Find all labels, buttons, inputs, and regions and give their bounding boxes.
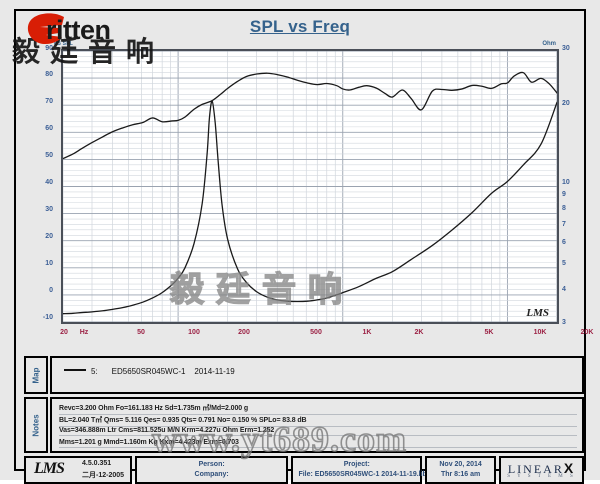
x-tick: 5K [484, 329, 494, 336]
file-label: File: ED5650SR045WC-1 2014-11-19.lib [298, 471, 427, 478]
page-title: SPL vs Freq [249, 17, 351, 36]
lms-logo: LMS [34, 460, 65, 477]
x-tick: 20 [60, 329, 68, 336]
report-frame: ritten SPL vs Freq dB SPL Ohm 90 80 70 6… [14, 9, 594, 484]
y-left-tick: 50 [45, 152, 53, 159]
y-left-tick: 80 [45, 71, 53, 78]
x-tick: 20K [580, 329, 594, 336]
brand-name: LINEAR [507, 462, 564, 476]
x-tick: 10K [533, 329, 547, 336]
report-time: Thr 8:16 am [440, 471, 481, 478]
plot-canvas: LMS [61, 49, 559, 324]
x-tick: 100 [188, 329, 200, 336]
y-axis-left-label: dB SPL [54, 41, 73, 47]
notes-line: BL=2.040 T㎡ Qms= 5.116 Qes= 0.935 Qts= 0… [59, 415, 577, 427]
y-right-tick: 9 [562, 191, 566, 198]
y-right-tick: 7 [562, 221, 566, 228]
y-right-tick: 6 [562, 239, 566, 246]
y-right-tick: 4 [562, 286, 566, 293]
x-tick: 500 [310, 329, 322, 336]
linearx-logo: LINEARX [501, 460, 582, 477]
y-left-tick: 10 [45, 260, 53, 267]
person-label: Person: [198, 461, 225, 468]
y-right-tick: 8 [562, 205, 566, 212]
map-row-label: Map [24, 356, 48, 394]
y-left-tick: 30 [45, 206, 53, 213]
notes-line: Vas=346.888m Ltr Cms=811.525u M/N Krm=4.… [59, 427, 577, 436]
project-label: Project: [343, 461, 370, 468]
x-tick: 1K [362, 329, 372, 336]
chart-svg [63, 51, 557, 322]
y-left-tick: 70 [45, 98, 53, 105]
notes-row-label: Notes [24, 397, 48, 453]
app-build-date: 二月-12-2005 [82, 472, 125, 479]
y-left-tick: 90 [45, 45, 53, 52]
x-tick: 2K [414, 329, 424, 336]
app-version: 4.5.0.351 [82, 460, 112, 467]
x-tick: 200 [238, 329, 250, 336]
chart-area: dB SPL Ohm 90 80 70 60 50 40 30 20 10 0 … [22, 39, 594, 349]
report-date: Nov 20, 2014 [439, 461, 482, 468]
company-label: Company: [194, 471, 229, 478]
y-right-tick: 3 [562, 319, 566, 326]
brand-subtitle: S Y S T E M S [507, 474, 576, 479]
y-left-tick: 20 [45, 233, 53, 240]
legend-name: ED5650SR045WC-1 [111, 367, 186, 376]
notes-label-text: Notes [31, 413, 41, 437]
y-right-tick: 10 [562, 179, 570, 186]
x-tick: 50 [137, 329, 145, 336]
legend-item[interactable]: 5: ED5650SR045WC-1 2014-11-19 [64, 367, 235, 376]
y-left-tick: 40 [45, 179, 53, 186]
notes-panel: Revc=3.200 Ohm Fo=161.183 Hz Sd=1.735m ㎡… [50, 397, 584, 453]
y-left-tick: 0 [49, 287, 53, 294]
map-label-text: Map [31, 367, 41, 383]
notes-line: Revc=3.200 Ohm Fo=161.183 Hz Sd=1.735m ㎡… [59, 403, 577, 415]
footer-brand-cell: LINEARX S Y S T E M S [499, 456, 584, 484]
map-panel: 5: ED5650SR045WC-1 2014-11-19 [50, 356, 584, 394]
plot-lms-mark: LMS [526, 307, 549, 319]
y-left-tick: 60 [45, 125, 53, 132]
legend-index: 5: [91, 367, 98, 376]
y-left-tick: -10 [42, 314, 53, 321]
y-axis-right-label: Ohm [542, 41, 556, 47]
brand-x: X [563, 460, 576, 476]
y-right-tick: 5 [562, 260, 566, 267]
x-axis-unit: Hz [79, 329, 89, 336]
legend-line-swatch [64, 369, 86, 371]
legend-date: 2014-11-19 [194, 367, 235, 376]
y-right-tick: 30 [562, 45, 570, 52]
notes-line: Mms=1.201 g Mmd=1.160m Kg Kxm=4.423m Exm… [59, 439, 577, 448]
y-right-tick: 20 [562, 100, 570, 107]
